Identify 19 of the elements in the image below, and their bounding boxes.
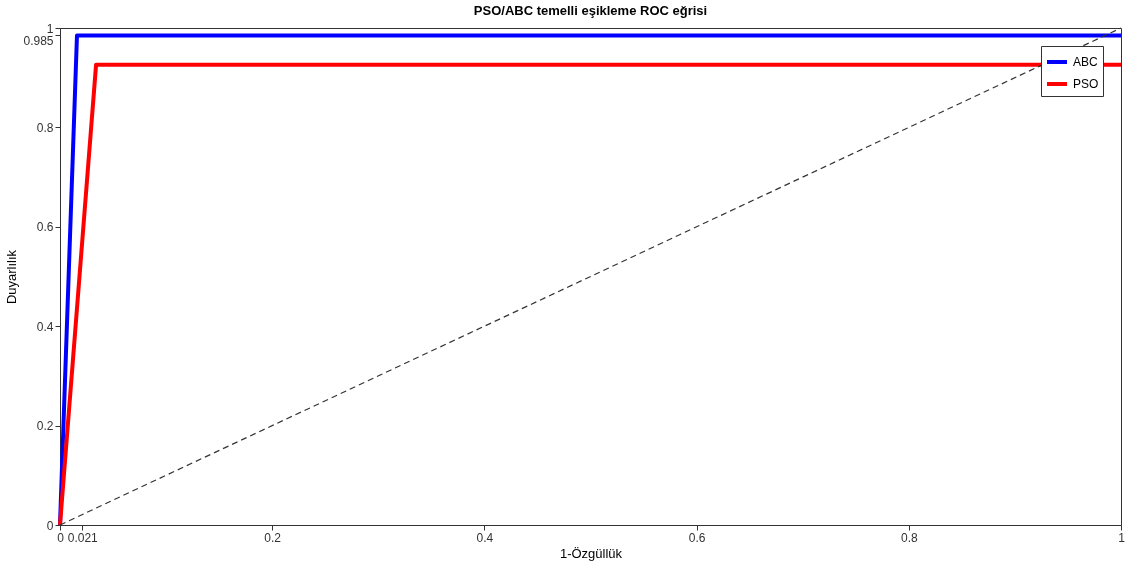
y-axis-title: Duyarlılık	[4, 249, 20, 305]
x-tick-label: 0.021	[67, 530, 99, 545]
y-tick-label: 0.8	[36, 120, 54, 135]
y-tick-label: 1	[46, 21, 54, 36]
chart-title: PSO/ABC temelli eşikleme ROC eğrisi	[473, 3, 708, 18]
x-tick-label: 0.8	[900, 530, 918, 545]
x-axis-title: 1-Özgüllük	[559, 545, 623, 561]
x-tick-label: 1	[1118, 530, 1126, 545]
x-tick-label: 0	[57, 530, 65, 545]
x-tick-label: 0.2	[264, 530, 282, 545]
y-tick-label: 0.4	[36, 319, 54, 334]
y-tick-label: 0	[46, 518, 54, 533]
x-tick-label: 0.6	[688, 530, 706, 545]
y-tick-label: 0.6	[36, 220, 54, 235]
legend-label: ABC	[1073, 55, 1099, 69]
y-tick-label: 0.985	[23, 33, 54, 48]
legend-label: PSO	[1073, 77, 1099, 91]
y-tick-label: 0.2	[36, 419, 54, 434]
x-tick-label: 0.4	[476, 530, 494, 545]
